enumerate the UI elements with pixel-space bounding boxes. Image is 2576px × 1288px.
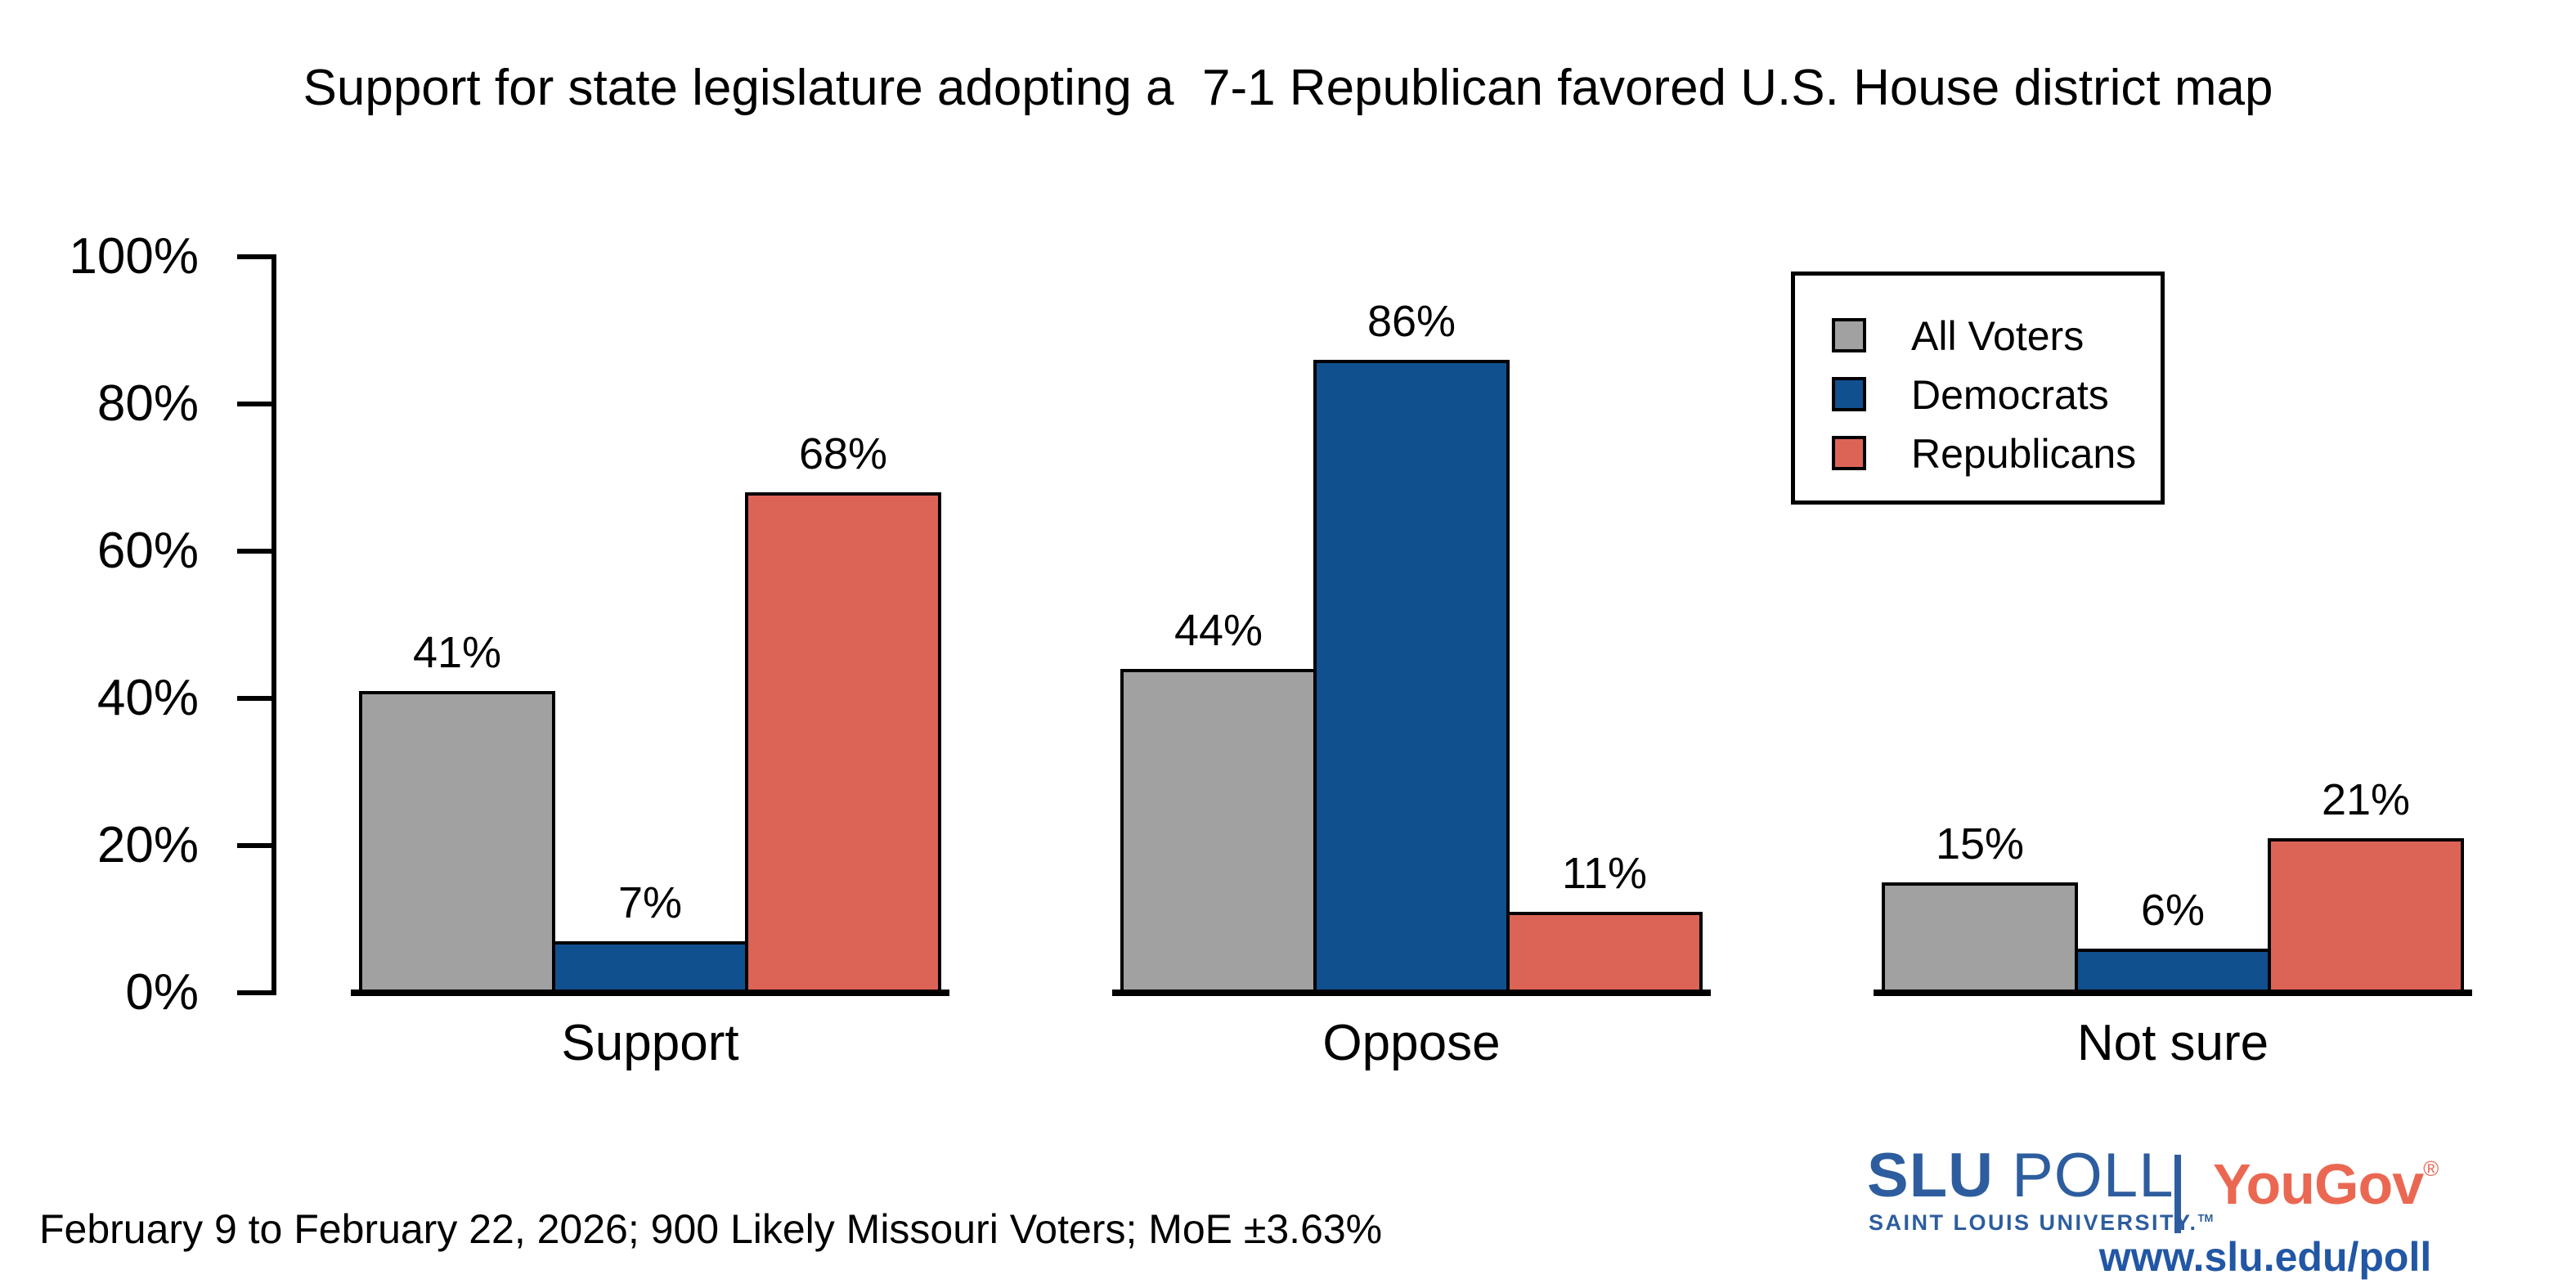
bar-value-label-all-voters-not-sure: 15% [1935,819,2025,868]
bar-value-label-republicans-not-sure: 21% [2321,775,2411,824]
x-category-label-not-sure: Not sure [2076,1015,2269,1071]
bar-value-label-republicans-oppose: 11% [1561,849,1648,898]
y-axis-tick-label: 60% [96,523,199,579]
y-axis-tick [237,696,276,701]
y-axis-tick-label: 40% [96,670,199,726]
x-axis-baseline-oppose [1112,990,1711,996]
bar-democrats-oppose [1313,360,1510,993]
bar-value-label-democrats-support: 7% [617,878,683,927]
bar-republicans-not-sure [2268,838,2464,993]
bar-republicans-support [745,492,941,993]
legend-label-democrats: Democrats [1911,372,2109,418]
slu-wordmark-light: POLL [1994,1141,2174,1210]
bar-value-label-all-voters-oppose: 44% [1174,606,1263,655]
bar-all-voters-support [359,691,555,993]
y-axis-tick [237,843,276,848]
bar-democrats-not-sure [2075,949,2271,993]
legend-row-democrats: Democrats [1795,372,2161,418]
y-axis-line [272,254,276,995]
x-category-label-oppose: Oppose [1322,1015,1501,1071]
chart-title: Support for state legislature adopting a… [303,60,2273,116]
x-axis-baseline-not-sure [1874,990,2472,996]
y-axis-tick-label: 80% [96,375,199,432]
legend: All Voters Democrats Republicans [1791,272,2165,505]
yougov-text: YouGov [2213,1152,2424,1216]
slu-poll-logo: SLU POLL [1867,1143,2174,1209]
slu-subtitle: SAINT LOUIS UNIVERSITY.TM [1869,1210,2213,1236]
slu-subtitle-text: SAINT LOUIS UNIVERSITY. [1869,1210,2198,1235]
brand-separator [2174,1155,2181,1233]
legend-label-republicans: Republicans [1911,431,2137,477]
slu-wordmark-bold: SLU [1867,1141,1994,1210]
bar-republicans-oppose [1506,912,1703,993]
x-axis-baseline-support [351,990,949,996]
yougov-logo: YouGov® [2213,1151,2439,1217]
bar-all-voters-oppose [1120,669,1317,993]
legend-swatch-republicans [1832,436,1866,470]
y-axis-tick [237,990,276,995]
x-category-label-support: Support [561,1015,739,1071]
legend-swatch-democrats [1832,377,1866,411]
bar-democrats-support [552,941,748,993]
slu-trademark: TM [2197,1212,2214,1224]
y-axis-tick-label: 0% [125,964,199,1021]
bar-value-label-democrats-not-sure: 6% [2140,886,2206,935]
bar-value-label-all-voters-support: 41% [412,628,502,677]
y-axis-tick [237,402,276,406]
yougov-registered-mark: ® [2423,1156,2439,1181]
poll-url: www.slu.edu/poll [2098,1234,2432,1280]
bar-value-label-democrats-oppose: 86% [1367,297,1456,346]
legend-row-republicans: Republicans [1795,431,2161,477]
footer-note: February 9 to February 22, 2026; 900 Lik… [39,1206,1383,1252]
legend-swatch-all-voters [1832,318,1866,352]
y-axis-tick [237,549,276,554]
bar-value-label-republicans-support: 68% [798,429,888,478]
bar-all-voters-not-sure [1882,882,2078,993]
y-axis-tick-label: 20% [96,817,199,873]
legend-row-all-voters: All Voters [1795,313,2161,359]
y-axis-tick [237,254,276,259]
y-axis-tick-label: 100% [69,228,199,285]
legend-label-all-voters: All Voters [1911,313,2085,359]
